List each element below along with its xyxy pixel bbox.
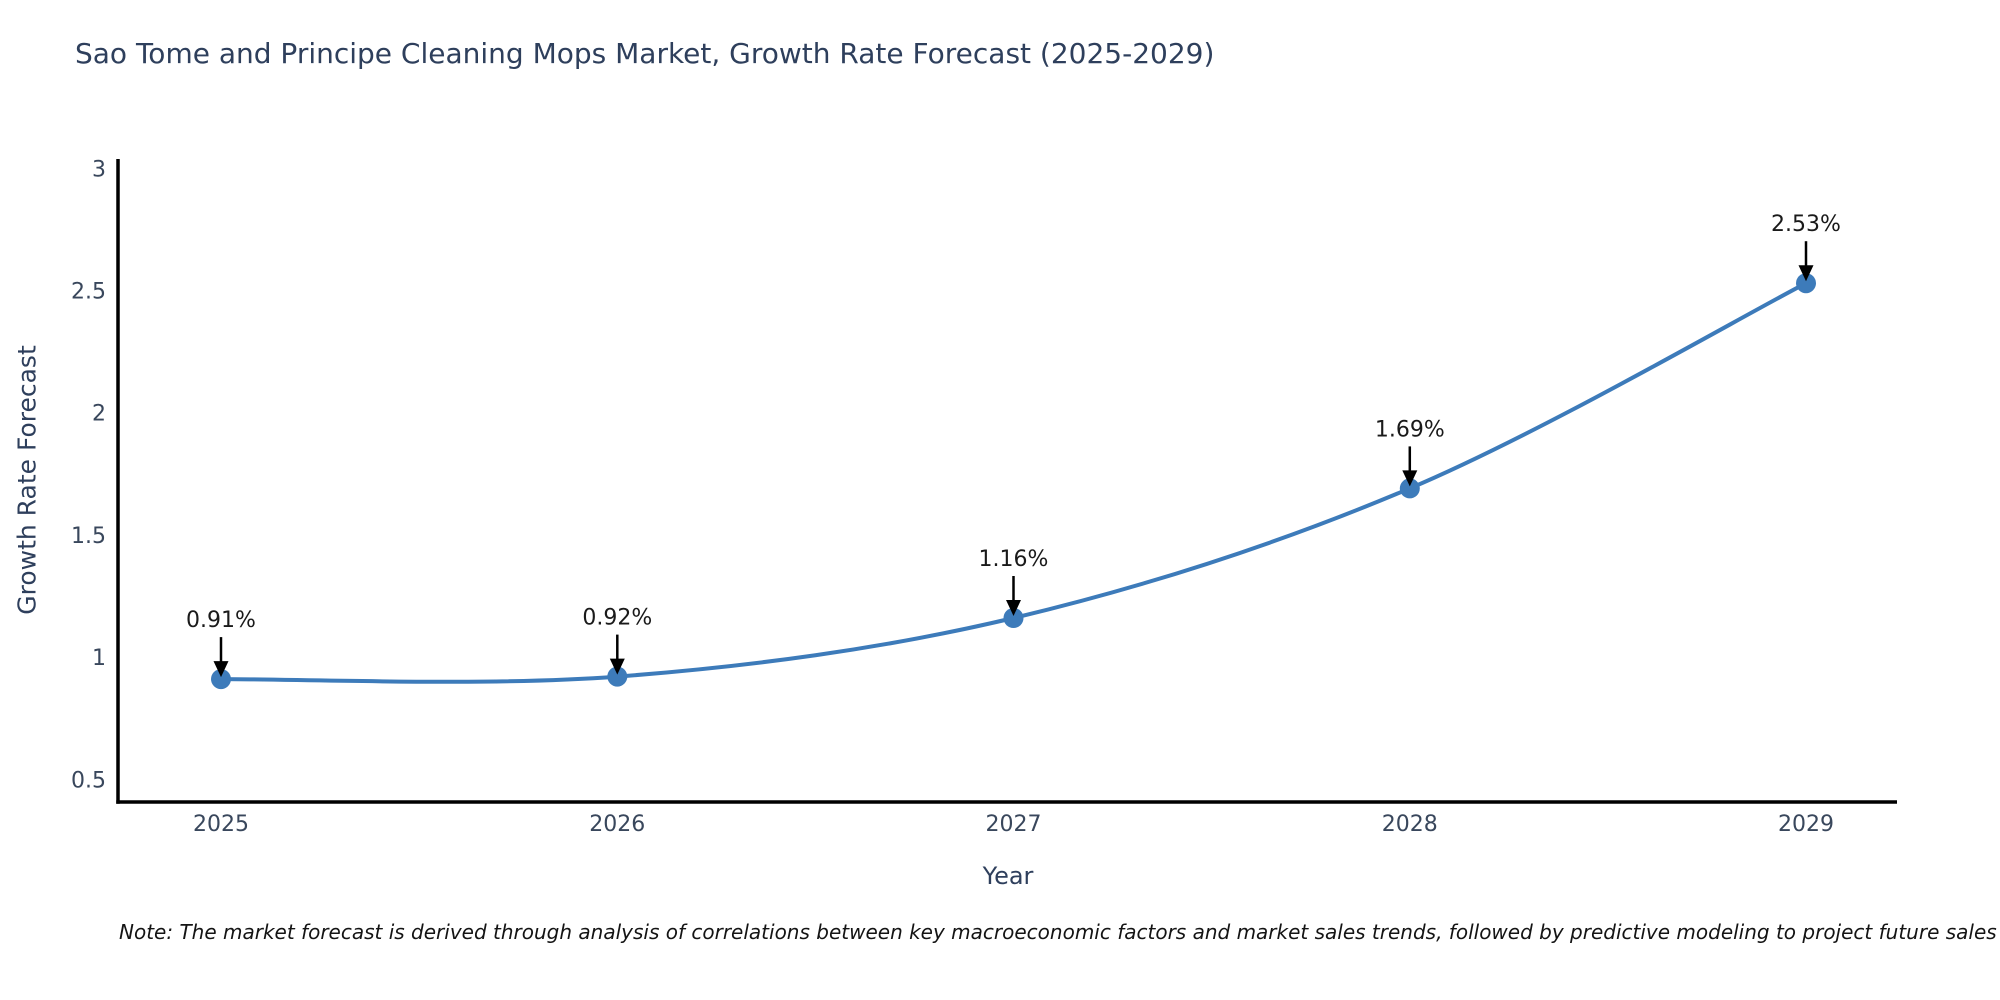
- data-point-label: 1.69%: [1375, 417, 1445, 442]
- data-point: [211, 669, 231, 690]
- x-tick-label: 2026: [589, 812, 645, 837]
- data-point: [607, 666, 628, 687]
- data-point: [1003, 608, 1024, 628]
- footnote: Note: The market forecast is derived thr…: [119, 920, 1997, 944]
- x-tick-label: 2029: [1778, 812, 1834, 837]
- y-tick-label: 2: [92, 402, 106, 427]
- data-point-label: 1.16%: [979, 547, 1049, 572]
- data-point-label: 0.91%: [186, 608, 256, 633]
- x-tick-label: 2027: [986, 812, 1042, 837]
- y-tick-label: 1.5: [71, 524, 106, 549]
- annotation-arrow-head: [1402, 470, 1418, 487]
- annotation-arrow-head: [1798, 265, 1814, 282]
- y-tick-label: 0.5: [71, 768, 106, 793]
- data-point: [1399, 478, 1420, 499]
- data-point: [1796, 273, 1816, 294]
- y-tick-label: 1: [92, 646, 106, 671]
- annotation-arrow-head: [1006, 600, 1021, 616]
- annotation-arrow-head: [213, 661, 229, 678]
- y-tick-label: 2.5: [71, 280, 106, 305]
- chart-title: Sao Tome and Principe Cleaning Mops Mark…: [75, 37, 1215, 70]
- x-axis-title: Year: [982, 862, 1034, 890]
- x-tick-label: 2028: [1382, 812, 1438, 837]
- data-point-label: 2.53%: [1771, 212, 1841, 237]
- y-tick-label: 3: [92, 157, 106, 182]
- data-point-label: 0.92%: [582, 606, 652, 631]
- x-tick-label: 2025: [193, 812, 249, 837]
- annotation-arrow-head: [609, 658, 625, 675]
